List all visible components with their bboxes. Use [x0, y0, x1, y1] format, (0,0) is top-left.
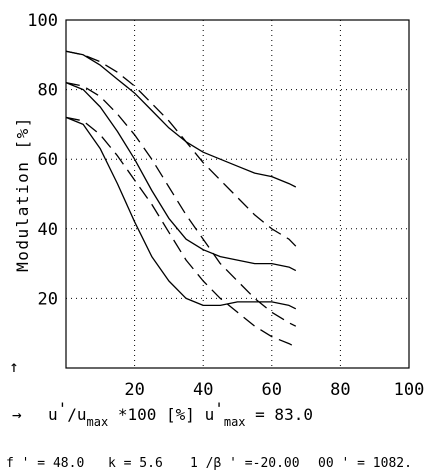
- series-line-6-dashed: [65, 116, 297, 348]
- param-k: k = 5.6: [108, 456, 163, 471]
- y-tick-label: 40: [38, 220, 58, 240]
- series-line-4-dashed: [65, 50, 297, 247]
- x-tick-label: 40: [193, 380, 213, 400]
- param-oo: 00 ' = 1082.: [318, 456, 412, 471]
- x-tick-label: 100: [394, 380, 425, 400]
- param-beta: 1 /β ' =-20.00: [190, 456, 300, 471]
- series-line-1-solid: [65, 50, 297, 188]
- series-line-2-solid: [65, 81, 297, 272]
- x-axis-arrow: →: [12, 405, 22, 424]
- x-axis-label: u'/umax *100 [%] u'max = 83.0: [48, 399, 313, 429]
- x-tick-label: 60: [262, 380, 282, 400]
- y-tick-label: 60: [38, 150, 58, 170]
- y-tick-label: 20: [38, 289, 58, 309]
- series-line-5-dashed: [65, 81, 297, 327]
- y-axis-arrow: ↑: [9, 357, 19, 376]
- x-tick-label: 20: [124, 380, 144, 400]
- grid: [66, 20, 409, 368]
- y-tick-label: 100: [27, 11, 58, 31]
- plot-frame: [65, 19, 410, 369]
- tick-labels: 20 40 60 80 100 20 40 60 80 100: [27, 11, 424, 400]
- series-line-3-solid: [65, 116, 297, 310]
- param-f: f ' = 48.0: [6, 456, 84, 471]
- y-tick-label: 80: [38, 81, 58, 101]
- y-axis-label: Modulation [%]: [13, 116, 32, 272]
- x-tick-label: 80: [330, 380, 350, 400]
- series-lines: [65, 50, 297, 348]
